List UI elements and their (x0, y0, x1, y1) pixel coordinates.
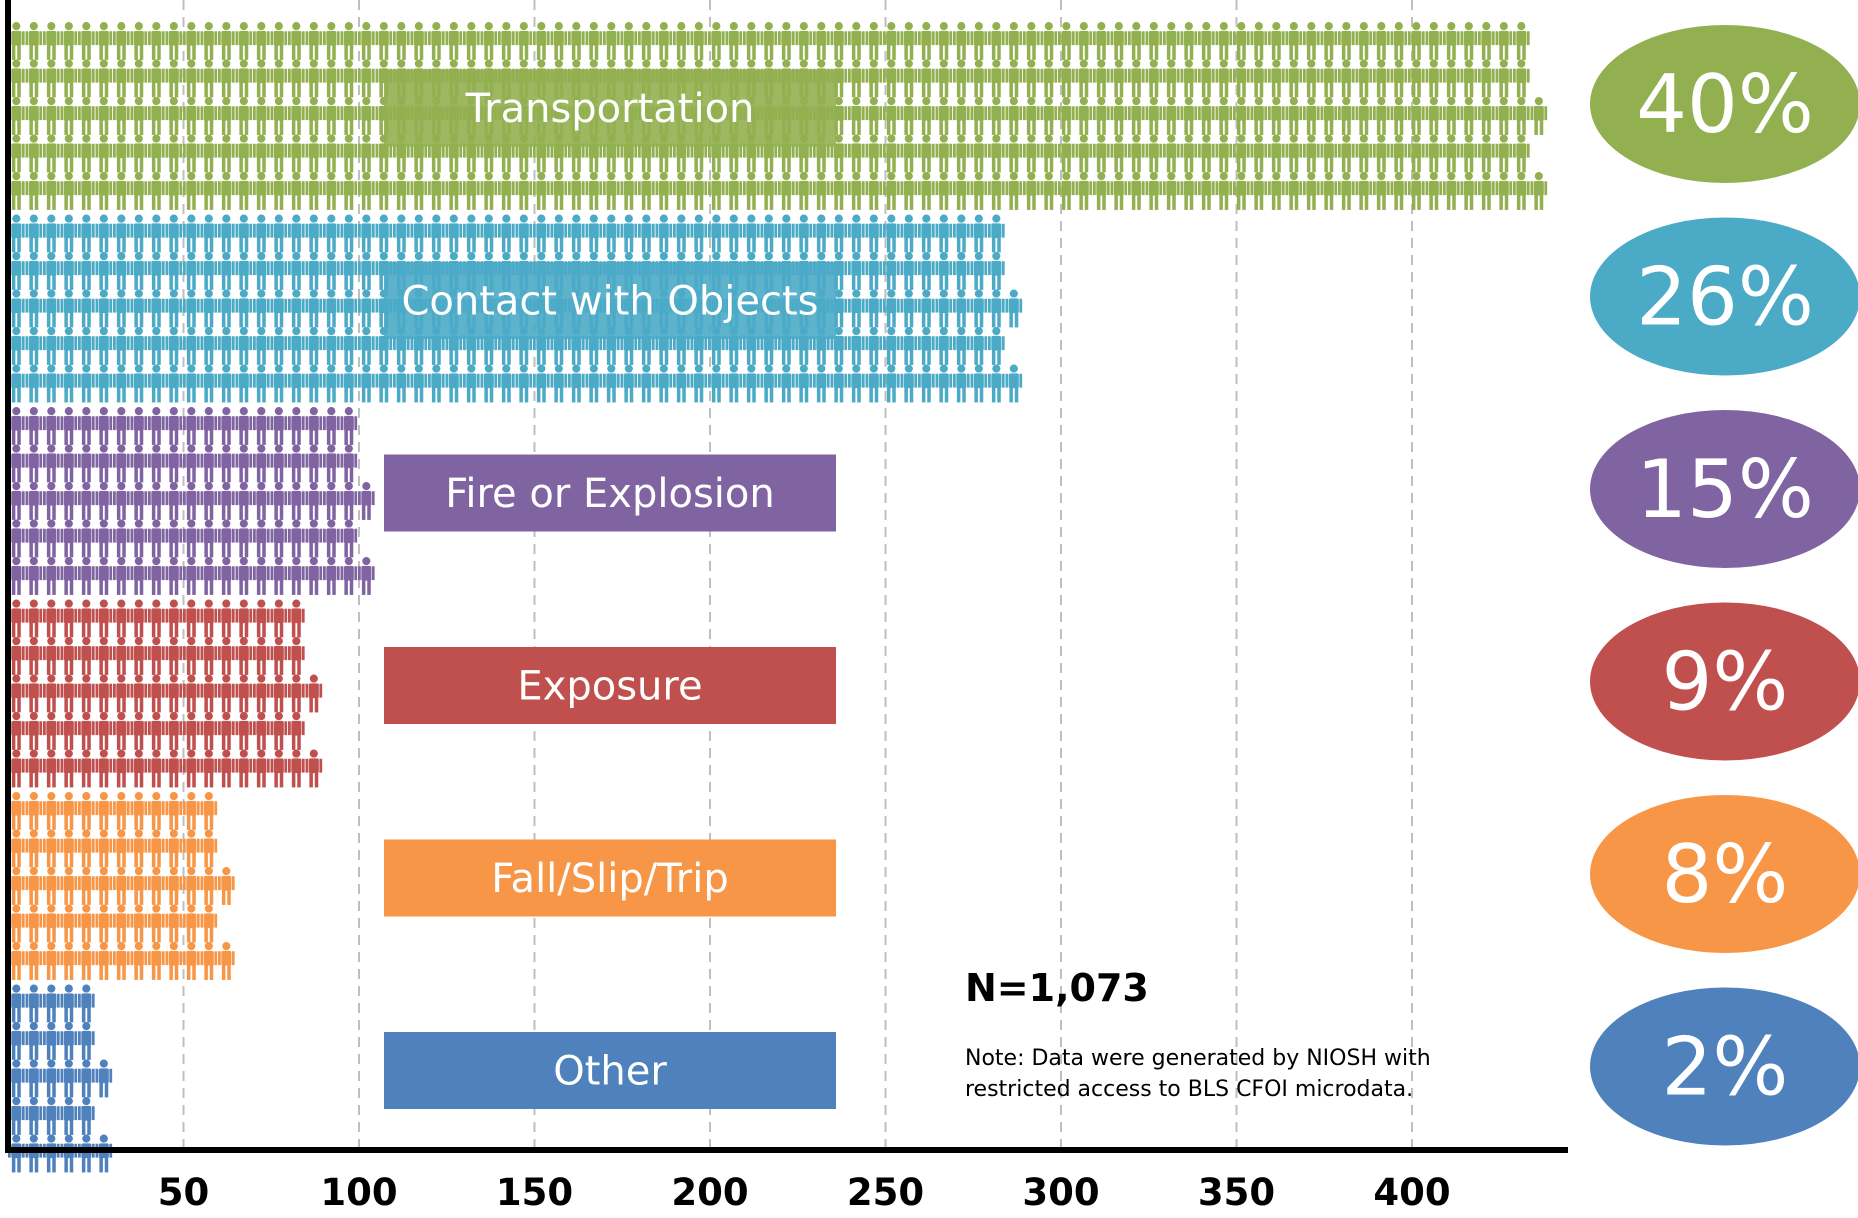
x-tick-label-50: 50 (158, 1171, 210, 1214)
bars (8, 22, 1548, 1173)
percent-label-3: 9% (1662, 636, 1789, 729)
x-tick-label-300: 300 (1022, 1171, 1099, 1214)
category-label-contact-with-objects: Contact with Objects (401, 279, 818, 325)
x-tick-label-350: 350 (1198, 1171, 1275, 1214)
axes: 50 100 150 200 250 300 350 400 (5, 0, 1568, 1214)
bar-other (8, 984, 113, 1173)
label-box-fire-or-explosion (384, 454, 836, 532)
x-tick-label-250: 250 (847, 1171, 924, 1214)
label-box-transportation (384, 69, 836, 147)
x-tick-label-100: 100 (320, 1171, 397, 1214)
percent-ellipses: 40% 26% 15% 9% 8% 2% (1590, 25, 1858, 1146)
bar-fall-slip-trip (8, 792, 235, 980)
percent-ellipse-3 (1590, 602, 1858, 761)
note-line-2: restricted access to BLS CFOI microdata. (965, 1077, 1413, 1102)
label-box-exposure (384, 647, 836, 724)
category-labels: Transportation Contact with Objects Fire o… (384, 69, 836, 1109)
x-tick-label-400: 400 (1373, 1171, 1450, 1214)
category-label-other: Other (553, 1049, 667, 1095)
percent-label-2: 15% (1636, 443, 1814, 536)
bar-exposure (8, 599, 323, 788)
percent-label-1: 26% (1636, 251, 1814, 344)
label-box-contact-with-objects (384, 262, 836, 339)
percent-label-4: 8% (1662, 828, 1789, 921)
percent-ellipse-5 (1590, 987, 1858, 1146)
label-box-fall-slip-trip (384, 839, 836, 917)
label-box-other (384, 1032, 836, 1109)
bar-fire-or-explosion (8, 407, 375, 595)
category-label-fire-or-explosion: Fire or Explosion (445, 471, 774, 517)
annotations: N=1,073 Note: Data were generated by NIO… (965, 966, 1431, 1102)
percent-label-5: 2% (1662, 1021, 1789, 1114)
category-label-transportation: Transportation (465, 86, 755, 132)
category-label-exposure: Exposure (517, 664, 702, 710)
percent-ellipse-2 (1590, 410, 1858, 568)
percent-label-0: 40% (1636, 58, 1814, 151)
percent-ellipse-4 (1590, 795, 1858, 953)
category-label-fall-slip-trip: Fall/Slip/Trip (491, 856, 729, 902)
n-total-label: N=1,073 (965, 966, 1149, 1010)
percent-ellipse-1 (1590, 217, 1858, 376)
x-tick-label-200: 200 (671, 1171, 748, 1214)
x-tick-label-150: 150 (496, 1171, 573, 1214)
note-line-1: Note: Data were generated by NIOSH with (965, 1046, 1431, 1071)
percent-ellipse-0 (1590, 25, 1858, 183)
